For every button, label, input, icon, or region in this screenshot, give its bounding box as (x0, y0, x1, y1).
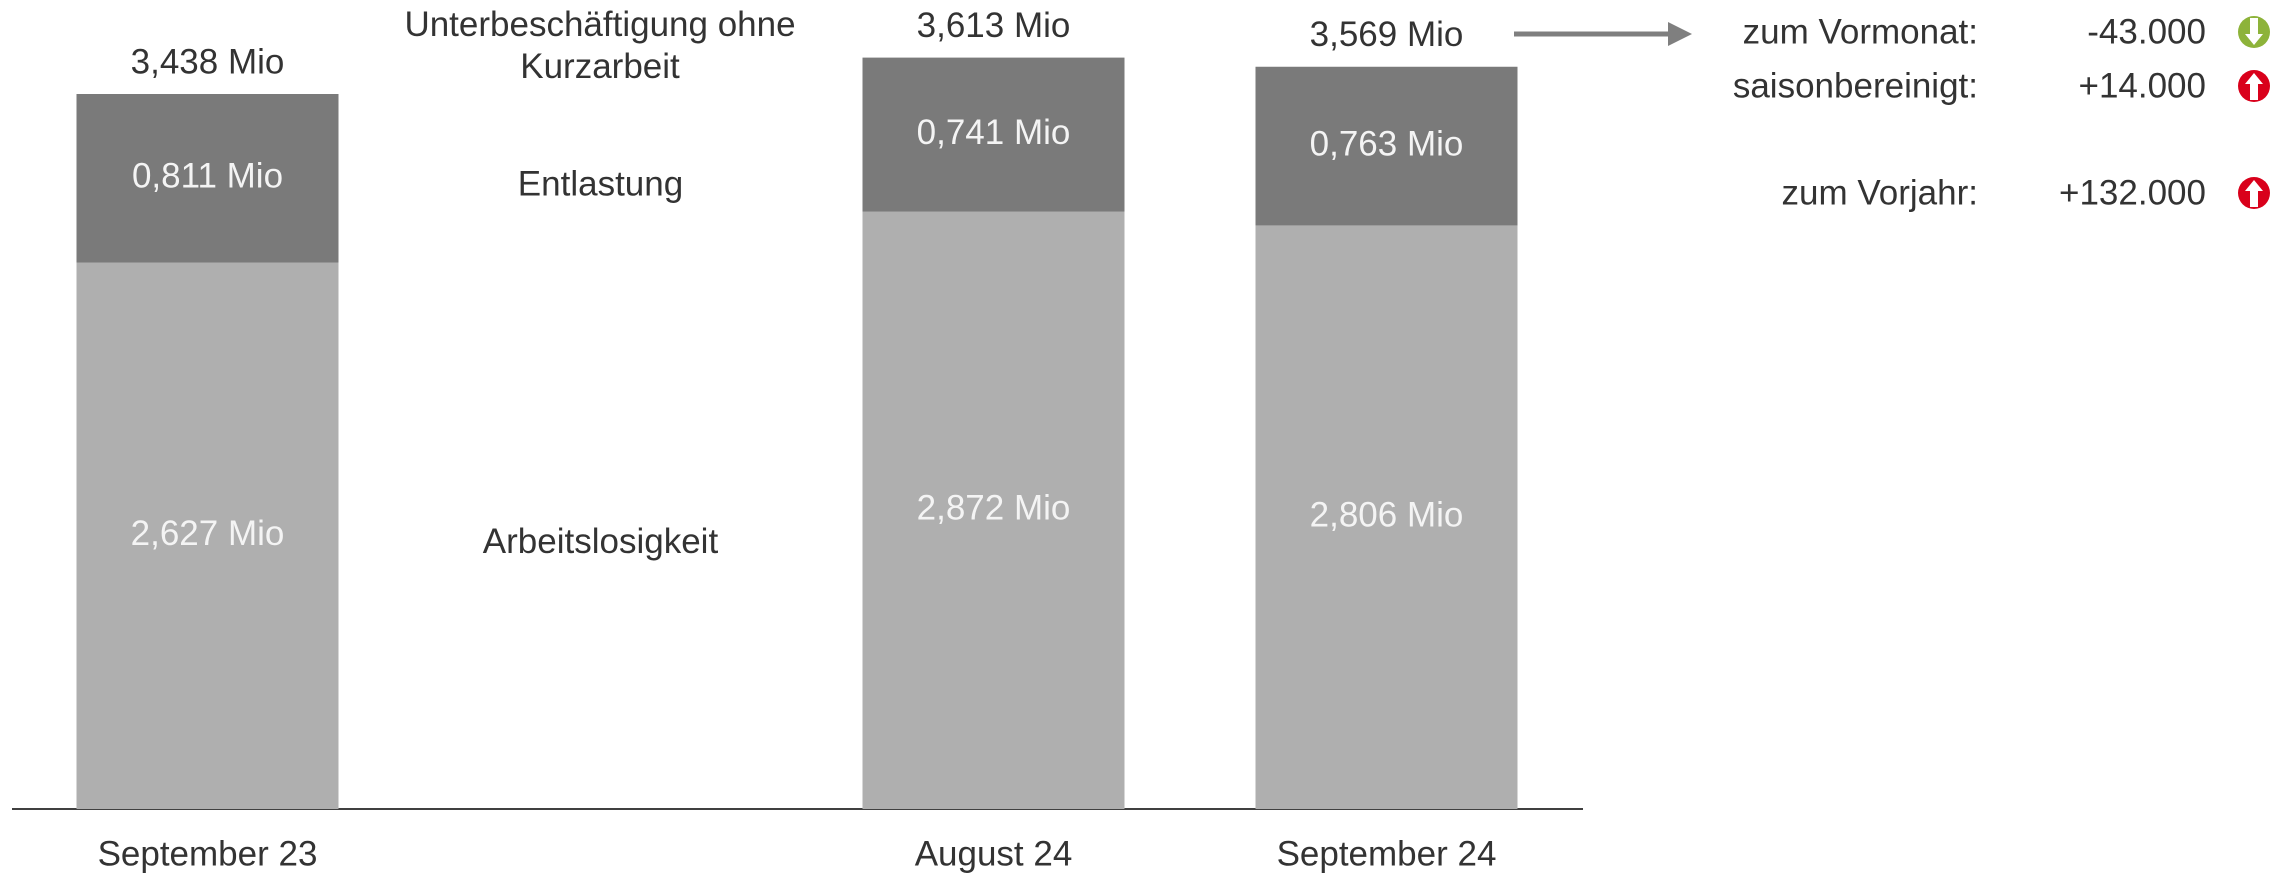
series-label: Arbeitslosigkeit (483, 522, 719, 561)
change-label: zum Vorjahr: (1782, 173, 1978, 212)
series-label: Entlastung (518, 165, 683, 204)
value-label: 0,811 Mio (132, 157, 283, 196)
value-label: 0,741 Mio (917, 113, 1071, 152)
x-tick-label: September 23 (98, 834, 318, 873)
x-tick-label: September 24 (1277, 834, 1497, 873)
bar-segment (862, 211, 1125, 810)
bar-segment (76, 94, 339, 263)
pointer-arrow-head (1668, 22, 1692, 46)
bar-segment (1255, 225, 1518, 810)
total-series-label: Unterbeschäftigung ohne Kurzarbeit (404, 5, 796, 86)
trend-arrow (2245, 73, 2263, 100)
total-label: 3,613 Mio (917, 6, 1071, 45)
bar-segment (1255, 66, 1518, 226)
bar-segment (76, 262, 339, 809)
change-label: saisonbereinigt: (1733, 66, 1978, 105)
value-label: 2,806 Mio (1310, 495, 1464, 534)
value-label: 0,763 Mio (1310, 124, 1464, 163)
total-label: 3,569 Mio (1310, 15, 1464, 54)
value-label: 2,872 Mio (917, 489, 1071, 528)
bar-segment (862, 57, 1125, 212)
trend-arrow (2245, 180, 2263, 207)
change-label: zum Vormonat: (1743, 12, 1978, 51)
change-value: +132.000 (2059, 173, 2206, 212)
trend-arrow (2245, 18, 2263, 45)
change-value: +14.000 (2079, 66, 2207, 105)
x-tick-label: August 24 (915, 834, 1073, 873)
total-label: 3,438 Mio (131, 42, 285, 81)
change-value: -43.000 (2087, 12, 2206, 51)
value-label: 2,627 Mio (131, 514, 285, 553)
